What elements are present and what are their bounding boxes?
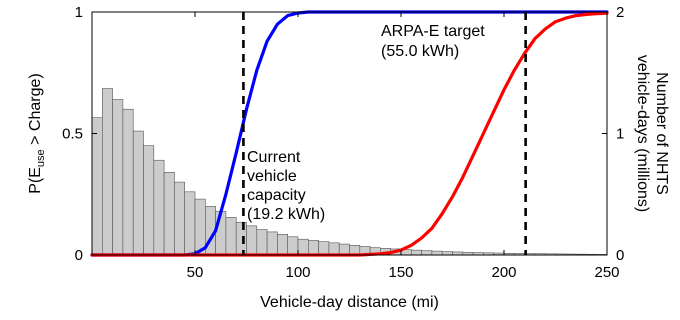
histogram-bar	[431, 250, 443, 256]
histogram-bar	[143, 145, 155, 256]
x-tick-label: 50	[187, 264, 204, 281]
annotation-current-capacity: Current vehicle capacity (19.2 kWh)	[247, 149, 325, 223]
y-axis-label-left: P(Euse > Charge)	[27, 73, 47, 193]
y-right-tick-label: 0	[616, 247, 624, 264]
histogram-bar	[421, 250, 433, 256]
histogram-bar	[163, 172, 175, 256]
histogram	[91, 88, 608, 256]
histogram-bar	[184, 191, 196, 256]
histogram-bar	[122, 108, 134, 256]
histogram-bar	[307, 240, 319, 256]
histogram-bar	[174, 181, 185, 256]
y-left-tick-label: 0	[75, 247, 83, 264]
histogram-bar	[256, 229, 268, 256]
y-axis-label-right: Number of NHTSvehicle-days (millions)	[634, 55, 670, 212]
histogram-bar	[277, 234, 288, 256]
histogram-bar	[235, 221, 247, 256]
histogram-bar	[194, 198, 206, 256]
histogram-bar	[246, 225, 258, 256]
y-right-tick-label: 1	[616, 126, 624, 143]
histogram-bar	[91, 117, 103, 256]
annotation-arpa-e-target: ARPA-E target (55.0 kWh)	[381, 23, 485, 60]
histogram-bar	[102, 88, 113, 256]
histogram-bar	[328, 242, 340, 256]
histogram-bar	[132, 130, 144, 256]
histogram-bar	[297, 238, 309, 256]
histogram-bar	[112, 99, 124, 256]
x-axis-label: Vehicle-day distance (mi)	[260, 294, 439, 311]
histogram-bar	[441, 251, 453, 256]
y-left-tick-label: 1	[75, 4, 83, 21]
histogram-bar	[153, 159, 165, 256]
capacity-markers	[242, 12, 527, 255]
x-tick-label: 150	[388, 264, 413, 281]
histogram-bar	[225, 217, 237, 256]
y-right-tick-label: 2	[616, 4, 624, 21]
histogram-bar	[410, 249, 422, 256]
histogram-bar	[266, 231, 278, 256]
y-left-tick-label: 0.5	[62, 126, 83, 143]
x-tick-label: 100	[285, 264, 310, 281]
x-tick-label: 200	[491, 264, 516, 281]
histogram-bar	[287, 236, 299, 256]
histogram-bar	[318, 241, 330, 256]
histogram-bar	[338, 243, 350, 256]
x-tick-label: 250	[594, 264, 619, 281]
